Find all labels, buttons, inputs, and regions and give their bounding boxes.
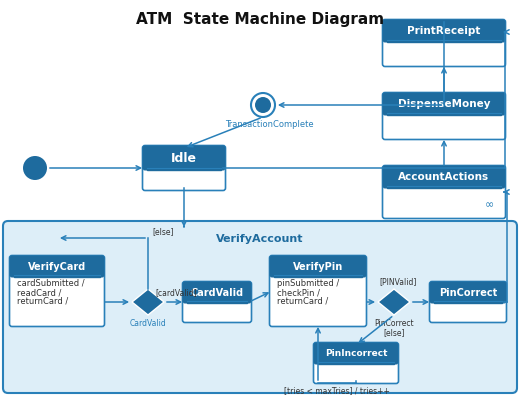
Text: VerifyAccount: VerifyAccount [216, 234, 304, 244]
Text: TransactionComplete: TransactionComplete [225, 120, 314, 129]
Bar [387, 36, 501, 42]
FancyBboxPatch shape [430, 282, 506, 304]
Bar [318, 358, 394, 364]
Polygon shape [378, 289, 410, 315]
FancyBboxPatch shape [314, 342, 398, 383]
FancyBboxPatch shape [383, 20, 505, 67]
Text: returnCard /: returnCard / [277, 297, 328, 306]
Polygon shape [132, 289, 164, 315]
Text: ∞: ∞ [485, 200, 494, 210]
FancyBboxPatch shape [383, 166, 505, 188]
FancyBboxPatch shape [142, 146, 226, 190]
FancyBboxPatch shape [383, 20, 505, 43]
Text: Idle: Idle [171, 152, 197, 164]
Text: [tries < maxTries] / tries++: [tries < maxTries] / tries++ [284, 386, 390, 395]
Bar [187, 297, 247, 303]
Text: DispenseMoney: DispenseMoney [398, 99, 490, 109]
Bar [14, 271, 100, 277]
Text: PrintReceipt: PrintReceipt [407, 26, 480, 36]
Circle shape [23, 156, 47, 180]
FancyBboxPatch shape [183, 282, 252, 322]
FancyBboxPatch shape [314, 342, 398, 365]
FancyBboxPatch shape [9, 255, 105, 326]
FancyBboxPatch shape [9, 255, 105, 277]
Bar [434, 297, 502, 303]
Text: [else]: [else] [152, 227, 174, 236]
Text: VerifyCard: VerifyCard [28, 261, 86, 271]
FancyBboxPatch shape [269, 255, 367, 326]
Bar [274, 271, 362, 277]
Text: [PINValid]: [PINValid] [379, 277, 417, 286]
Text: cardSubmitted /: cardSubmitted / [17, 279, 85, 288]
Bar [387, 109, 501, 115]
FancyBboxPatch shape [269, 255, 367, 277]
FancyBboxPatch shape [383, 93, 505, 115]
FancyBboxPatch shape [383, 93, 505, 140]
Bar [387, 182, 501, 188]
Text: CardValid: CardValid [190, 288, 243, 298]
FancyBboxPatch shape [142, 146, 226, 170]
Circle shape [251, 93, 275, 117]
Bar [147, 164, 221, 170]
Text: returnCard /: returnCard / [17, 297, 68, 306]
Text: AccountActions: AccountActions [398, 172, 489, 182]
Text: pinSubmitted /: pinSubmitted / [277, 279, 339, 288]
Text: VerifyPin: VerifyPin [293, 261, 343, 271]
Text: checkPin /: checkPin / [277, 288, 320, 297]
FancyBboxPatch shape [383, 166, 505, 219]
Text: PinCorrect: PinCorrect [439, 288, 497, 298]
FancyBboxPatch shape [183, 282, 252, 304]
Text: [cardValid]: [cardValid] [155, 288, 197, 297]
Circle shape [255, 97, 271, 113]
Text: CardValid: CardValid [129, 319, 166, 328]
Text: ATM  State Machine Diagram: ATM State Machine Diagram [136, 12, 384, 27]
Text: PinCorrect: PinCorrect [374, 319, 414, 328]
Text: PinIncorrect: PinIncorrect [325, 349, 387, 358]
FancyBboxPatch shape [430, 282, 506, 322]
FancyBboxPatch shape [3, 221, 517, 393]
Text: readCard /: readCard / [17, 288, 61, 297]
Text: [else]: [else] [383, 328, 405, 337]
